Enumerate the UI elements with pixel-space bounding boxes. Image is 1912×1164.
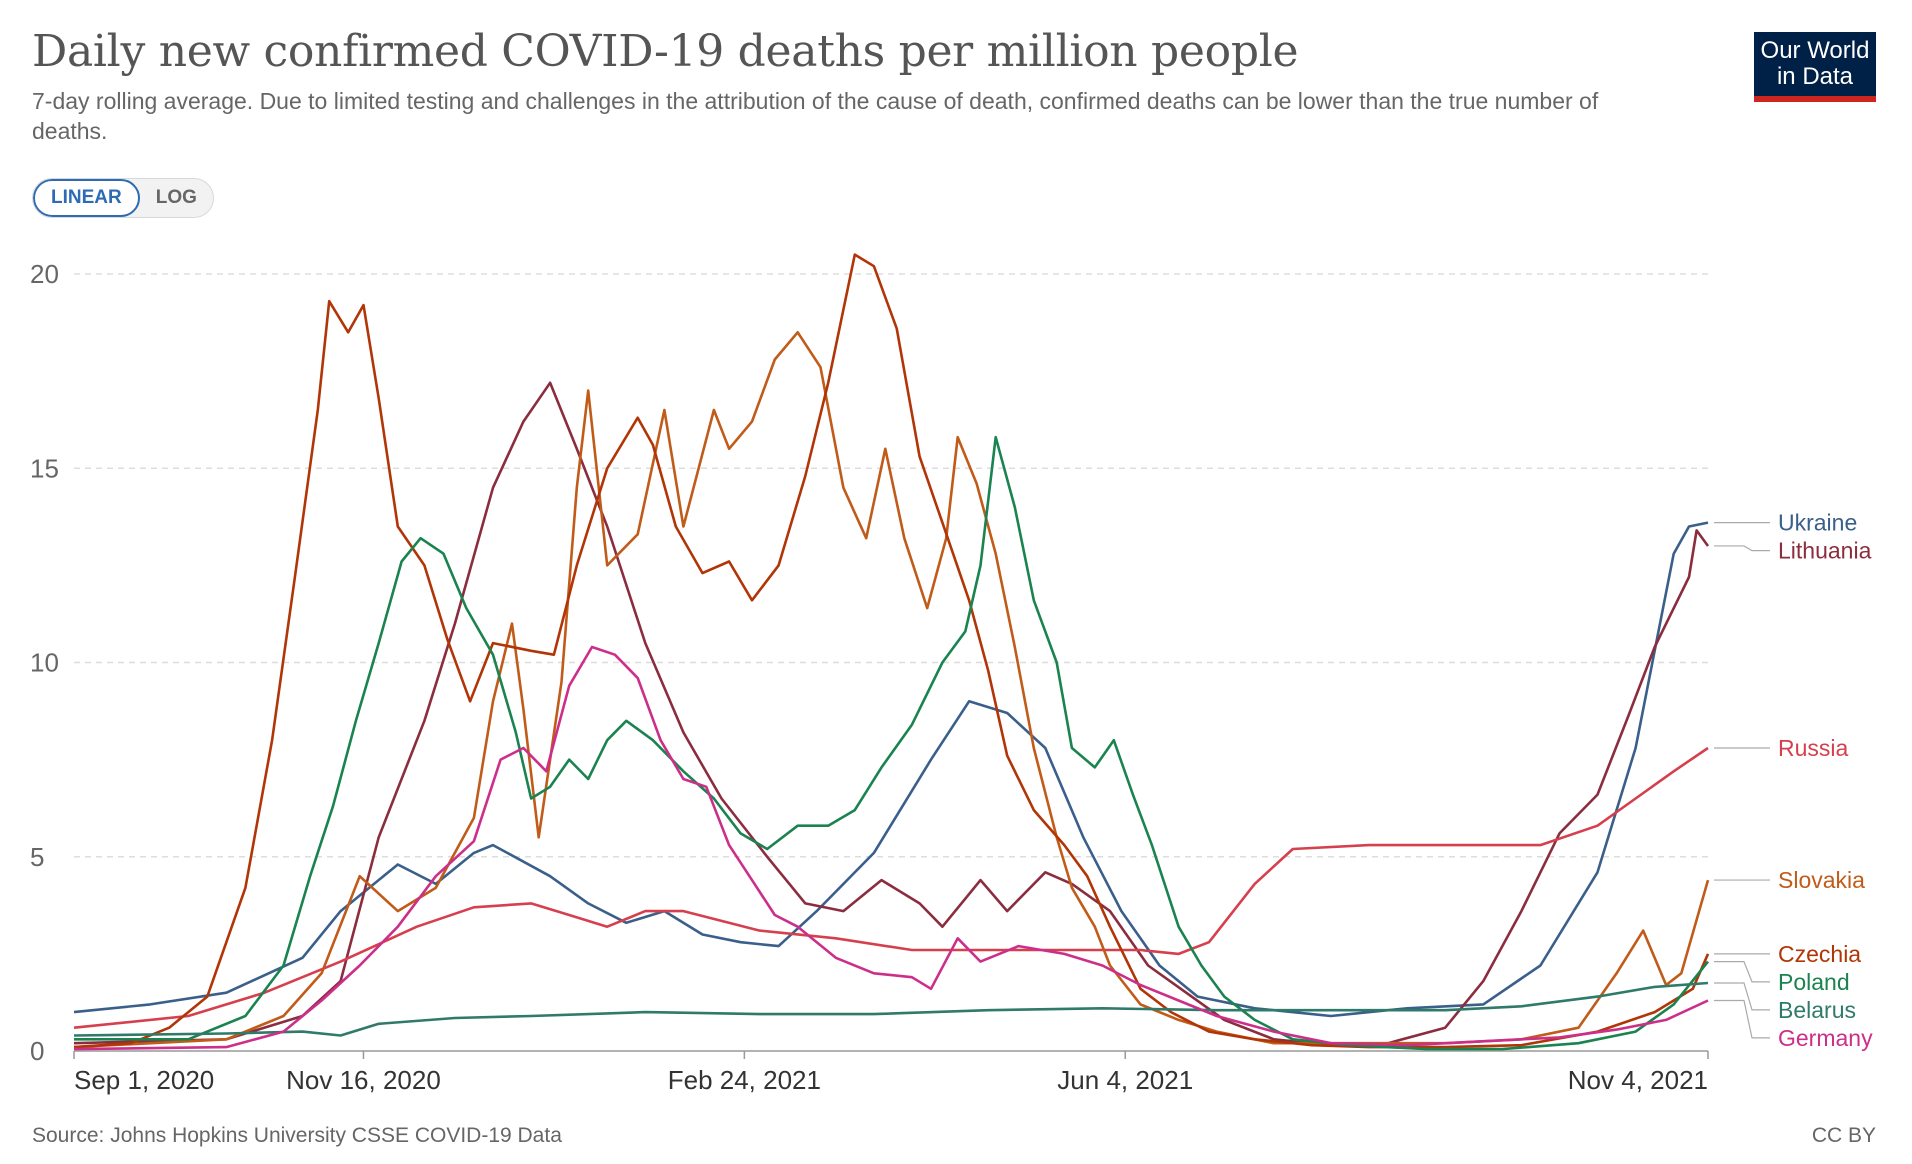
log-scale-button[interactable]: LOG [155, 187, 197, 208]
chart-subtitle: 7-day rolling average. Due to limited te… [32, 88, 1599, 144]
y-tick-label: 5 [30, 842, 44, 872]
y-tick-label: 15 [30, 453, 59, 483]
chart-title: Daily new confirmed COVID-19 deaths per … [32, 26, 1299, 77]
series-line-belarus[interactable] [73, 981, 1709, 1037]
license-link[interactable]: CC BY [1811, 1124, 1876, 1147]
series-line-ukraine[interactable] [73, 521, 1709, 1018]
y-tick-label: 10 [30, 648, 59, 678]
x-tick-label: Jun 4, 2021 [1057, 1065, 1193, 1095]
series-line-czechia[interactable] [73, 253, 1710, 1049]
legend-connector [1714, 982, 1770, 1011]
x-tick-label: Nov 16, 2020 [286, 1065, 441, 1095]
legend-label-germany[interactable]: Germany [1778, 1025, 1873, 1051]
series-line-germany[interactable] [73, 645, 1709, 1051]
legend-label-russia[interactable]: Russia [1778, 735, 1849, 761]
logo-line-1: Our World [1760, 37, 1870, 64]
legend-label-belarus[interactable]: Belarus [1778, 997, 1856, 1023]
series-line-slovakia[interactable] [73, 331, 1710, 1049]
legend-label-czechia[interactable]: Czechia [1778, 941, 1861, 967]
source-note[interactable]: Source: Johns Hopkins University CSSE CO… [32, 1124, 562, 1147]
logo-line-2: in Data [1776, 63, 1854, 90]
scale-toggle: LINEAR LOG [32, 178, 214, 218]
x-tick-label: Nov 4, 2021 [1568, 1065, 1708, 1095]
x-tick-label: Feb 24, 2021 [668, 1065, 821, 1095]
owid-logo[interactable]: Our World in Data [1754, 32, 1876, 102]
linear-scale-button[interactable]: LINEAR [33, 179, 140, 217]
x-axis: Sep 1, 2020 Nov 16, 2020 Feb 24, 2021 Jun 4… [73, 1050, 1709, 1095]
legend-label-slovakia[interactable]: Slovakia [1778, 867, 1865, 893]
y-tick-label: 20 [30, 259, 59, 289]
y-axis: 0 5 10 15 20 [30, 259, 59, 1066]
legend-connector [1714, 545, 1770, 552]
series-line-poland[interactable] [74, 435, 1710, 1051]
series-line-russia[interactable] [73, 746, 1709, 1029]
legend-label-poland[interactable]: Poland [1778, 969, 1850, 995]
series-line-lithuania[interactable] [73, 381, 1710, 1047]
legend-label-ukraine[interactable]: Ukraine [1778, 510, 1857, 536]
legend-connector [1714, 961, 1770, 983]
series-lines [73, 253, 1710, 1051]
y-tick-label: 0 [30, 1036, 44, 1066]
x-tick-label: Sep 1, 2020 [74, 1065, 214, 1095]
gridlines [74, 273, 1708, 858]
legend-label-lithuania[interactable]: Lithuania [1778, 538, 1872, 564]
legend-connector [1714, 999, 1770, 1039]
